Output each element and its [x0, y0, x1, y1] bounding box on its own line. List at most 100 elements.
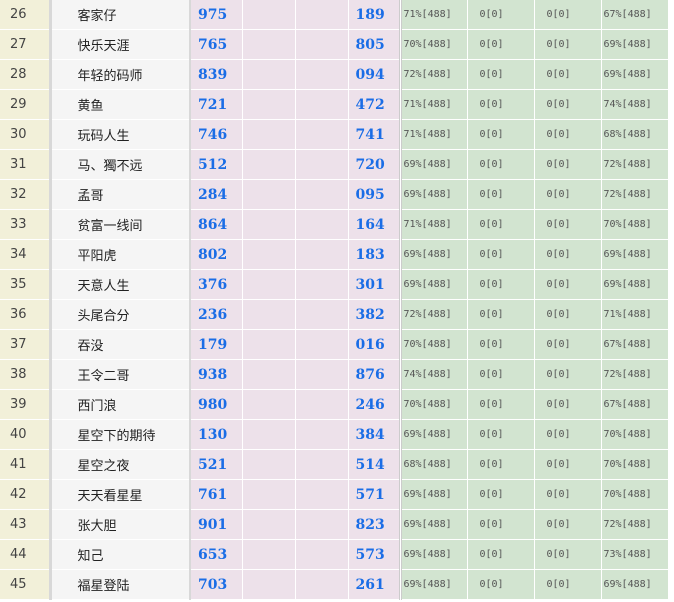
value-b-cell: 472 — [348, 89, 402, 120]
value-a-cell: 901 — [190, 509, 243, 540]
empty-cell — [242, 29, 296, 60]
value-b-cell: 246 — [348, 389, 402, 420]
name-cell: 黄鱼 — [50, 89, 191, 120]
pct-2-cell: 0[0] — [467, 209, 535, 240]
pct-3-cell: 0[0] — [534, 179, 602, 210]
empty-cell — [242, 119, 296, 150]
pct-3-cell: 0[0] — [534, 569, 602, 600]
name-cell: 福星登陆 — [50, 569, 191, 600]
value-a-cell: 839 — [190, 59, 243, 90]
rank-cell: 30 — [0, 119, 52, 150]
table-row: 29 黄鱼 721 472 71%[488] 0[0] 0[0] 74%[488] — [0, 89, 669, 120]
empty-cell — [295, 119, 349, 150]
value-a-cell: 376 — [190, 269, 243, 300]
pct-1-cell: 69%[488] — [400, 179, 468, 210]
table-row: 43 张大胆 901 823 69%[488] 0[0] 0[0] 72%[488] — [0, 509, 669, 540]
empty-cell — [295, 389, 349, 420]
empty-cell — [295, 509, 349, 540]
pct-1-cell: 74%[488] — [400, 359, 468, 390]
table-row: 26 客家仔 975 189 71%[488] 0[0] 0[0] 67%[488] — [0, 0, 669, 30]
empty-cell — [242, 539, 296, 570]
pct-2-cell: 0[0] — [467, 59, 535, 90]
pct-2-cell: 0[0] — [467, 479, 535, 510]
pct-4-cell: 72%[488] — [601, 359, 669, 390]
pct-2-cell: 0[0] — [467, 329, 535, 360]
name-cell: 客家仔 — [50, 0, 191, 30]
rank-cell: 38 — [0, 359, 52, 390]
rank-cell: 26 — [0, 0, 52, 30]
empty-cell — [242, 479, 296, 510]
pct-1-cell: 71%[488] — [400, 209, 468, 240]
pct-2-cell: 0[0] — [467, 569, 535, 600]
pct-4-cell: 67%[488] — [601, 389, 669, 420]
value-b-cell: 261 — [348, 569, 402, 600]
empty-cell — [295, 89, 349, 120]
value-a-cell: 980 — [190, 389, 243, 420]
value-b-cell: 189 — [348, 0, 402, 30]
name-cell: 西门浪 — [50, 389, 191, 420]
rank-cell: 33 — [0, 209, 52, 240]
rank-cell: 32 — [0, 179, 52, 210]
pct-1-cell: 69%[488] — [400, 479, 468, 510]
pct-1-cell: 70%[488] — [400, 389, 468, 420]
pct-1-cell: 71%[488] — [400, 89, 468, 120]
pct-4-cell: 70%[488] — [601, 479, 669, 510]
value-b-cell: 095 — [348, 179, 402, 210]
empty-cell — [295, 329, 349, 360]
value-a-cell: 284 — [190, 179, 243, 210]
value-b-cell: 382 — [348, 299, 402, 330]
table-row: 30 玩码人生 746 741 71%[488] 0[0] 0[0] 68%[488] — [0, 119, 669, 150]
value-b-cell: 571 — [348, 479, 402, 510]
table-row: 38 王令二哥 938 876 74%[488] 0[0] 0[0] 72%[488] — [0, 359, 669, 390]
value-a-cell: 236 — [190, 299, 243, 330]
value-a-cell: 703 — [190, 569, 243, 600]
empty-cell — [295, 359, 349, 390]
empty-cell — [295, 299, 349, 330]
value-a-cell: 130 — [190, 419, 243, 450]
pct-4-cell: 74%[488] — [601, 89, 669, 120]
empty-cell — [295, 149, 349, 180]
name-cell: 星空之夜 — [50, 449, 191, 480]
name-cell: 平阳虎 — [50, 239, 191, 270]
empty-cell — [242, 329, 296, 360]
empty-cell — [242, 299, 296, 330]
pct-2-cell: 0[0] — [467, 89, 535, 120]
empty-cell — [295, 479, 349, 510]
value-b-cell: 876 — [348, 359, 402, 390]
table-row: 45 福星登陆 703 261 69%[488] 0[0] 0[0] 69%[488] — [0, 569, 669, 600]
rank-cell: 36 — [0, 299, 52, 330]
name-cell: 玩码人生 — [50, 119, 191, 150]
pct-4-cell: 69%[488] — [601, 59, 669, 90]
rank-cell: 41 — [0, 449, 52, 480]
value-b-cell: 805 — [348, 29, 402, 60]
pct-1-cell: 69%[488] — [400, 539, 468, 570]
empty-cell — [295, 269, 349, 300]
empty-cell — [242, 389, 296, 420]
empty-cell — [242, 419, 296, 450]
rank-cell: 43 — [0, 509, 52, 540]
pct-2-cell: 0[0] — [467, 179, 535, 210]
empty-cell — [295, 59, 349, 90]
rank-cell: 40 — [0, 419, 52, 450]
empty-cell — [242, 359, 296, 390]
pct-2-cell: 0[0] — [467, 509, 535, 540]
value-a-cell: 179 — [190, 329, 243, 360]
pct-1-cell: 68%[488] — [400, 449, 468, 480]
rank-cell: 27 — [0, 29, 52, 60]
value-a-cell: 938 — [190, 359, 243, 390]
pct-4-cell: 70%[488] — [601, 209, 669, 240]
pct-3-cell: 0[0] — [534, 449, 602, 480]
pct-4-cell: 67%[488] — [601, 329, 669, 360]
empty-cell — [295, 179, 349, 210]
pct-3-cell: 0[0] — [534, 29, 602, 60]
name-cell: 贫富一线间 — [50, 209, 191, 240]
rank-cell: 31 — [0, 149, 52, 180]
rank-cell: 37 — [0, 329, 52, 360]
name-cell: 天意人生 — [50, 269, 191, 300]
empty-cell — [295, 239, 349, 270]
table-row: 36 头尾合分 236 382 72%[488] 0[0] 0[0] 71%[488] — [0, 299, 669, 330]
empty-cell — [242, 59, 296, 90]
name-cell: 张大胆 — [50, 509, 191, 540]
empty-cell — [295, 569, 349, 600]
